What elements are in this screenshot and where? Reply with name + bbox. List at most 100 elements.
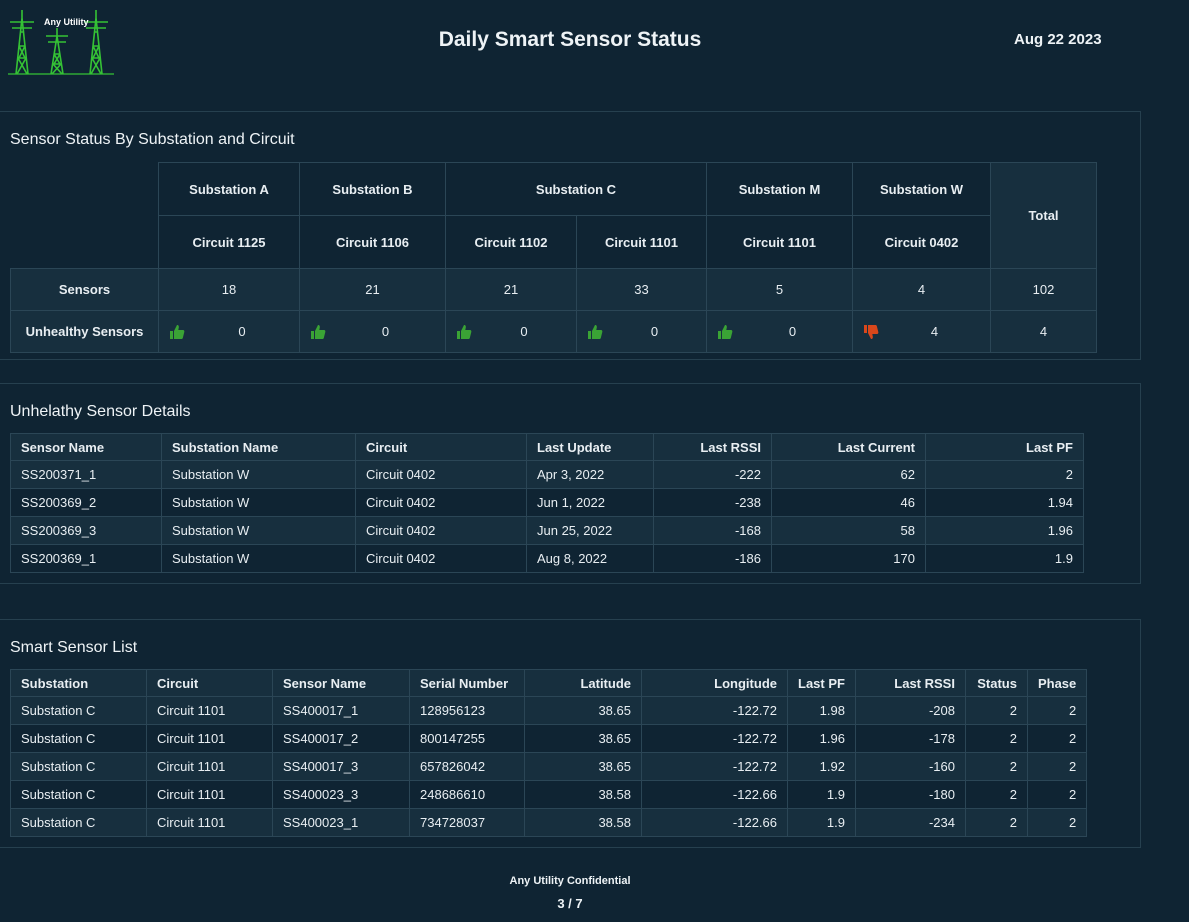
column-header[interactable]: Serial Number (409, 669, 525, 697)
circuit-header: Circuit 1101 (706, 215, 853, 269)
column-header[interactable]: Sensor Name (272, 669, 410, 697)
thumbs-up-icon (718, 324, 733, 339)
table-cell: -122.72 (641, 696, 788, 725)
unhealthy-count-value: 0 (381, 323, 390, 339)
table-cell: 38.58 (524, 780, 642, 809)
table-cell: Substation W (161, 544, 356, 573)
sensor-count: 4 (852, 268, 991, 311)
table-row: Substation C Circuit 1101 SS400017_1 128956… (10, 696, 1088, 725)
column-header[interactable]: Phase (1026, 669, 1088, 697)
sensor-count: 21 (445, 268, 577, 311)
table-cell: SS200369_3 (10, 516, 162, 545)
table-row: Substation C Circuit 1101 SS400023_3 248686… (10, 780, 1088, 809)
column-header[interactable]: Longitude (641, 669, 788, 697)
column-header[interactable]: Sensor Name (10, 433, 162, 461)
column-header[interactable]: Last Update (526, 433, 654, 461)
table-cell: 2 (964, 780, 1028, 809)
column-header[interactable]: Last PF (925, 433, 1084, 461)
table-cell: 2 (1026, 696, 1088, 725)
table-cell: 2 (964, 808, 1028, 837)
column-header[interactable]: Latitude (524, 669, 642, 697)
column-header[interactable]: Status (964, 669, 1028, 697)
table-cell: 2 (1026, 808, 1088, 837)
table-cell: SS200371_1 (10, 460, 162, 489)
table-cell: 46 (771, 488, 926, 517)
sensor-count: 21 (299, 268, 446, 311)
table-cell: Substation W (161, 488, 356, 517)
column-header[interactable]: Last PF (787, 669, 856, 697)
table-cell: SS400017_2 (272, 724, 410, 753)
table-cell: 800147255 (409, 724, 525, 753)
circuit-header: Circuit 1101 (576, 215, 707, 269)
table-cell: -238 (653, 488, 772, 517)
sensor-count: 33 (576, 268, 707, 311)
table-cell: 38.65 (524, 724, 642, 753)
table-cell: Circuit 1101 (146, 808, 273, 837)
table-cell: 1.9 (925, 544, 1084, 573)
table-cell: 1.98 (787, 696, 856, 725)
unhealthy-count: 0 (445, 310, 577, 353)
table-cell: Substation C (10, 696, 147, 725)
unhealthy-count-value: 0 (238, 323, 246, 339)
unhealthy-count: 4 (852, 310, 991, 353)
table-cell: -208 (854, 696, 966, 725)
table-cell: -122.72 (641, 724, 788, 753)
sensor-count: 5 (706, 268, 853, 311)
table-cell: -168 (653, 516, 772, 545)
table-cell: Substation C (10, 752, 147, 781)
table-cell: 2 (964, 752, 1028, 781)
unhealthy-details-panel: Unhelathy Sensor Details Sensor Name Subs… (0, 383, 1141, 584)
thumbs-up-icon (588, 324, 603, 339)
table-cell: Substation W (161, 516, 356, 545)
table-cell: 1.96 (787, 724, 856, 753)
thumbs-up-icon (311, 324, 326, 339)
column-header[interactable]: Circuit (355, 433, 527, 461)
unhealthy-count-value: 4 (1039, 324, 1048, 339)
table-cell: Substation C (10, 780, 147, 809)
column-header[interactable]: Last Current (771, 433, 926, 461)
table-cell: Circuit 1101 (146, 752, 273, 781)
circuit-header: Circuit 0402 (852, 215, 991, 269)
column-header[interactable]: Circuit (146, 669, 273, 697)
unhealthy-count: 0 (158, 310, 300, 353)
column-header[interactable]: Substation Name (161, 433, 356, 461)
table-cell: SS200369_2 (10, 488, 162, 517)
table-cell: -222 (653, 460, 772, 489)
table-row: SS200371_1 Substation W Circuit 0402 Apr 3,… (10, 460, 1084, 489)
page-indicator: 3 / 7 (557, 896, 583, 911)
table-cell: -122.66 (641, 780, 788, 809)
table-cell: -186 (653, 544, 772, 573)
page-title: Daily Smart Sensor Status (438, 28, 702, 51)
table-cell: 128956123 (409, 696, 525, 725)
table-cell: 2 (1026, 724, 1088, 753)
table-cell: 2 (1026, 752, 1088, 781)
circuit-header: Circuit 1125 (158, 215, 300, 269)
table-row: Substation C Circuit 1101 SS400017_2 800147… (10, 724, 1088, 753)
table-cell: Circuit 1101 (146, 780, 273, 809)
sensor-list-panel: Smart Sensor List Substation Circuit Senso… (0, 619, 1141, 848)
table-cell: 38.65 (524, 752, 642, 781)
sensor-count-total: 102 (990, 268, 1097, 311)
table-cell: 657826042 (409, 752, 525, 781)
corner-blank (11, 163, 159, 269)
panel-title: Smart Sensor List (10, 639, 138, 656)
utility-tower-logo: Any Utility (6, 6, 116, 78)
table-cell: 62 (771, 460, 926, 489)
table-cell: Circuit 1101 (146, 724, 273, 753)
table-row: Substation C Circuit 1101 SS400017_3 657826… (10, 752, 1088, 781)
table-cell: Substation W (161, 460, 356, 489)
column-header[interactable]: Substation (10, 669, 147, 697)
unhealthy-sensors-label: Unhealthy Sensors (10, 310, 159, 353)
table-cell: Circuit 0402 (355, 516, 527, 545)
table-cell: SS400023_3 (272, 780, 410, 809)
unhealthy-count-value: 0 (788, 323, 797, 339)
unhealthy-count: 0 (706, 310, 853, 353)
column-header[interactable]: Last RSSI (653, 433, 772, 461)
unhealthy-count: 0 (299, 310, 446, 353)
thumbs-down-icon (864, 324, 879, 339)
table-cell: Aug 8, 2022 (526, 544, 654, 573)
table-cell: SS400017_3 (272, 752, 410, 781)
sensor-status-table: Substation A Substation B Substation C S… (10, 162, 1097, 353)
report-header: Any Utility Daily Smart Sensor Status Au… (0, 0, 1189, 90)
column-header[interactable]: Last RSSI (854, 669, 966, 697)
